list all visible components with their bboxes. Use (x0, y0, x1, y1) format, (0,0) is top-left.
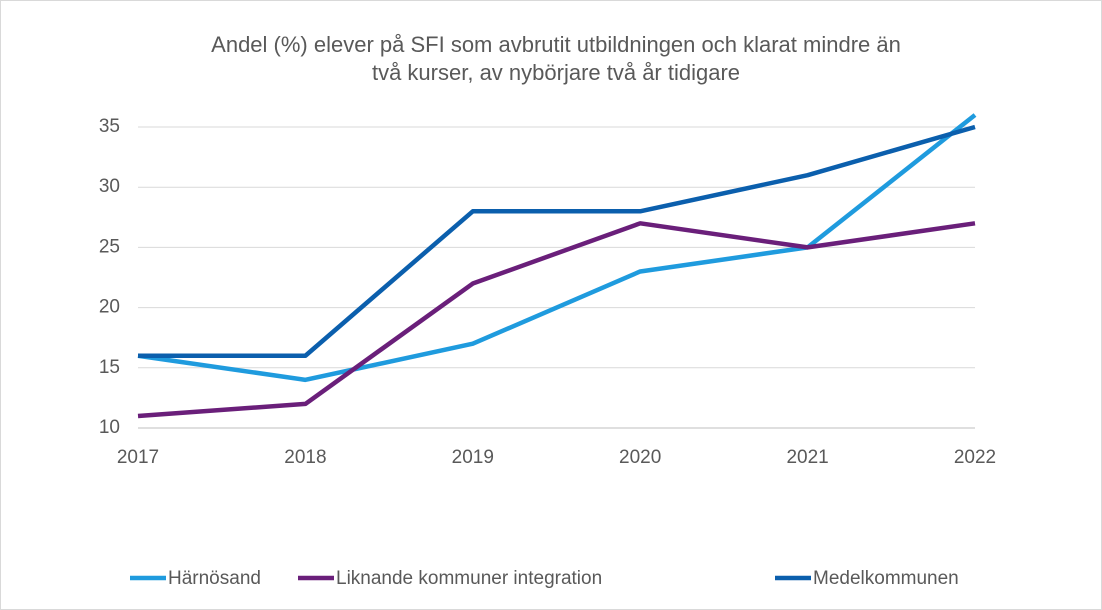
legend-label: Medelkommunen (813, 568, 959, 589)
line-series (138, 124, 976, 359)
y-tick-label: 15 (99, 357, 120, 378)
x-tick-label: 2021 (786, 447, 828, 468)
y-tick-label: 20 (99, 297, 120, 318)
line-series (137, 221, 976, 419)
y-tick-label: 35 (99, 116, 120, 137)
x-tick-label: 2020 (619, 447, 661, 468)
y-tick-label: 30 (99, 176, 120, 197)
legend-label: Liknande kommuner integration (336, 568, 602, 589)
chart-title: två kurser, av nybörjare två år tidigare (372, 60, 740, 85)
x-tick-label: 2018 (284, 447, 326, 468)
x-tick-label: 2019 (452, 447, 494, 468)
x-tick-label: 2017 (117, 447, 159, 468)
legend-label: Härnösand (168, 568, 261, 589)
y-tick-label: 10 (99, 417, 120, 438)
x-tick-label: 2022 (954, 447, 996, 468)
line-series (137, 113, 977, 383)
chart-title: Andel (%) elever på SFI som avbrutit utb… (211, 32, 901, 57)
y-tick-label: 25 (99, 236, 120, 257)
